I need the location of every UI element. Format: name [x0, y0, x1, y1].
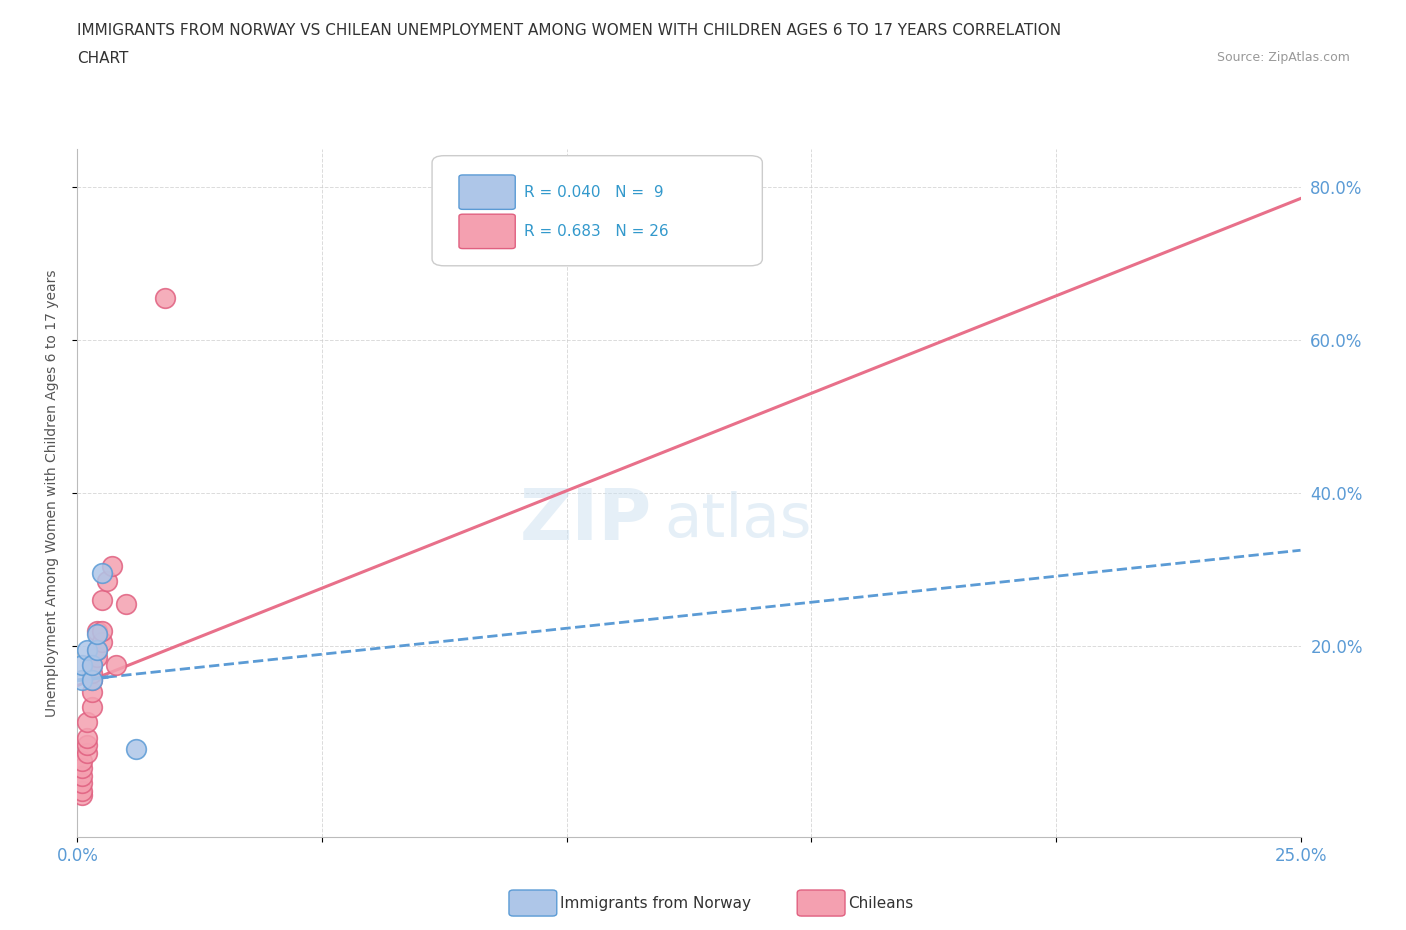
- Point: [80, 658, 103, 672]
- Point: [70, 776, 93, 790]
- Point: [80, 665, 103, 680]
- Point: [80, 672, 103, 687]
- Point: [86, 627, 108, 642]
- Point: [90, 565, 112, 580]
- Point: [125, 741, 148, 756]
- Point: [105, 658, 128, 672]
- FancyBboxPatch shape: [458, 214, 515, 248]
- Point: [80, 658, 103, 672]
- FancyBboxPatch shape: [432, 155, 762, 266]
- Text: ZIP: ZIP: [520, 486, 652, 555]
- Text: IMMIGRANTS FROM NORWAY VS CHILEAN UNEMPLOYMENT AMONG WOMEN WITH CHILDREN AGES 6 : IMMIGRANTS FROM NORWAY VS CHILEAN UNEMPL…: [77, 23, 1062, 38]
- Point: [80, 684, 103, 699]
- Point: [155, 290, 177, 305]
- Point: [70, 658, 93, 672]
- Point: [80, 672, 103, 687]
- Point: [76, 737, 98, 752]
- Point: [100, 558, 122, 573]
- Text: Chileans: Chileans: [848, 896, 912, 910]
- Y-axis label: Unemployment Among Women with Children Ages 6 to 17 years: Unemployment Among Women with Children A…: [45, 269, 59, 717]
- Point: [70, 753, 93, 768]
- Point: [86, 643, 108, 658]
- Text: Source: ZipAtlas.com: Source: ZipAtlas.com: [1216, 51, 1350, 64]
- Text: Immigrants from Norway: Immigrants from Norway: [560, 896, 751, 910]
- Point: [76, 715, 98, 730]
- Text: R = 0.040   N =  9: R = 0.040 N = 9: [524, 185, 664, 200]
- Point: [96, 574, 118, 589]
- Point: [90, 623, 112, 638]
- Point: [86, 623, 108, 638]
- Point: [70, 784, 93, 799]
- Point: [76, 643, 98, 658]
- Point: [70, 672, 93, 687]
- Point: [90, 634, 112, 649]
- Point: [76, 730, 98, 745]
- Point: [70, 761, 93, 776]
- Point: [80, 699, 103, 714]
- Text: R = 0.683   N = 26: R = 0.683 N = 26: [524, 224, 668, 239]
- Point: [86, 650, 108, 665]
- Point: [115, 596, 138, 611]
- Text: CHART: CHART: [77, 51, 129, 66]
- Point: [86, 643, 108, 658]
- Point: [90, 592, 112, 607]
- Point: [70, 768, 93, 783]
- Point: [76, 746, 98, 761]
- FancyBboxPatch shape: [458, 175, 515, 209]
- Text: atlas: atlas: [665, 491, 813, 550]
- Point: [70, 788, 93, 803]
